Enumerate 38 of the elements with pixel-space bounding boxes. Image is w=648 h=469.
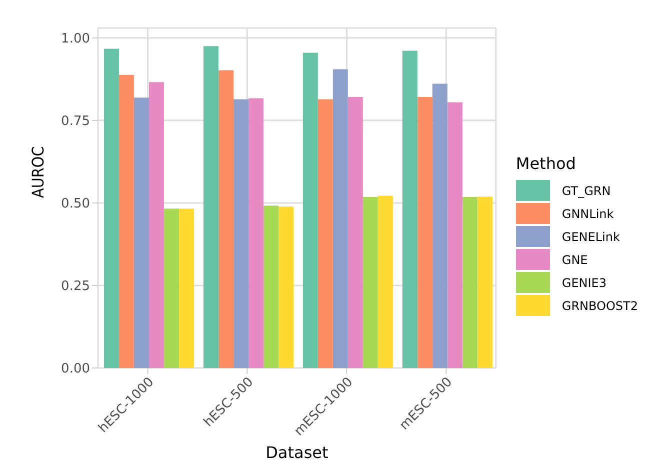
bar xyxy=(218,70,234,368)
legend-label: GRNBOOST2 xyxy=(562,298,638,312)
bar xyxy=(417,96,432,368)
bar xyxy=(432,84,448,368)
bar xyxy=(332,69,348,368)
y-tick-label: 0.00 xyxy=(61,362,90,377)
bar xyxy=(477,196,492,368)
legend-label: GNNLink xyxy=(562,206,614,220)
bar xyxy=(402,50,418,368)
bar xyxy=(203,46,218,368)
y-tick-label: 0.25 xyxy=(61,279,90,294)
bar xyxy=(348,96,363,368)
bar xyxy=(134,98,149,368)
y-axis-title: AUROC xyxy=(28,146,48,198)
bar xyxy=(362,197,378,368)
y-tick-label: 0.50 xyxy=(61,196,90,212)
bar xyxy=(178,208,194,368)
bar xyxy=(248,98,264,368)
bar xyxy=(447,102,462,368)
bar xyxy=(233,99,248,368)
bar xyxy=(164,208,179,368)
bar xyxy=(318,99,333,368)
bar xyxy=(278,206,294,368)
x-axis-title: Dataset xyxy=(266,443,328,462)
legend-label: GENIE3 xyxy=(562,276,607,290)
bar xyxy=(104,48,119,368)
legend-label: GT_GRN xyxy=(562,184,611,198)
y-tick-label: 1.00 xyxy=(61,32,90,47)
y-tick-label: 0.75 xyxy=(61,114,90,130)
bar xyxy=(378,196,393,368)
bar xyxy=(118,74,134,368)
bar xyxy=(263,206,278,368)
bar xyxy=(302,52,318,368)
legend-title: Method xyxy=(516,154,577,173)
legend-label: GENELink xyxy=(562,230,620,244)
bar xyxy=(462,197,478,368)
legend-label: GNE xyxy=(562,252,588,266)
bar xyxy=(148,82,164,368)
